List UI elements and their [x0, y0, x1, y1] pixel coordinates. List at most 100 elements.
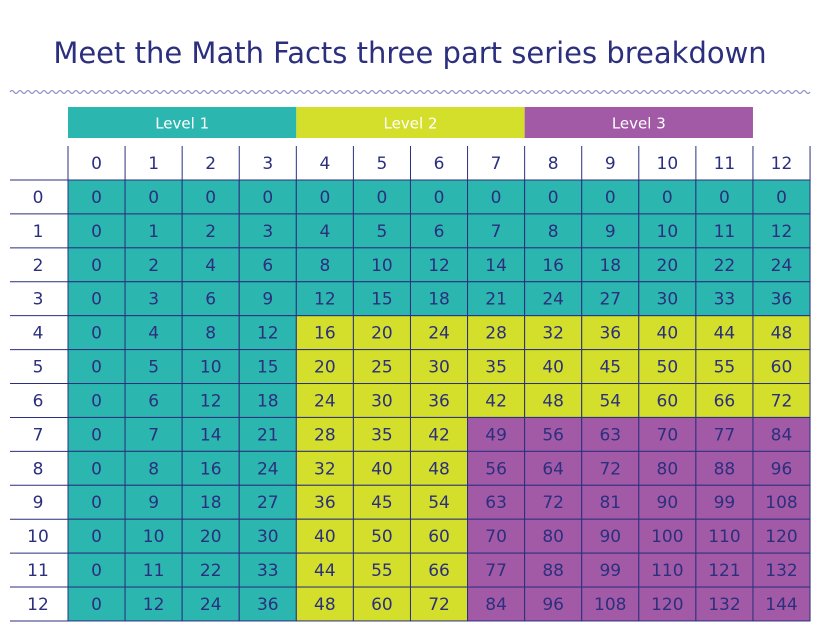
cell: [181, 349, 240, 385]
cell: [409, 349, 469, 385]
row-header: 4: [33, 324, 44, 344]
column-header: 4: [319, 154, 330, 174]
cell-value: 0: [548, 188, 559, 208]
cell-value: 5: [148, 358, 159, 378]
cell: [752, 383, 811, 418]
cell-value: 5: [377, 222, 388, 242]
cell-value: 42: [428, 425, 450, 445]
column-header: 12: [771, 154, 793, 174]
cell: [581, 518, 640, 554]
level-bar: [296, 107, 525, 138]
cell: [467, 484, 526, 520]
cell-value: 15: [371, 290, 393, 310]
cell-value: 99: [714, 493, 736, 513]
cell: [238, 586, 297, 622]
cell: [352, 484, 411, 520]
cell: [638, 518, 697, 554]
cell: [752, 450, 811, 486]
cell: [467, 179, 526, 215]
column-header: 2: [205, 154, 216, 174]
cell-value: 50: [371, 527, 393, 547]
cell-value: 0: [91, 595, 102, 615]
title: Meet the Math Facts three part series br…: [53, 36, 766, 70]
cell-value: 24: [257, 459, 279, 479]
cell: [581, 383, 640, 418]
cell-value: 55: [371, 561, 393, 581]
cell: [124, 247, 183, 283]
cell-value: 77: [714, 425, 736, 445]
cell: [695, 552, 754, 588]
cell: [181, 552, 240, 588]
cell-value: 0: [91, 358, 102, 378]
cell: [352, 586, 411, 622]
cell: [352, 315, 411, 351]
level-bar: [524, 107, 753, 138]
cell-value: 16: [542, 256, 564, 276]
row-header: 9: [33, 493, 44, 513]
cell-value: 144: [765, 595, 797, 615]
cell-value: 56: [542, 425, 564, 445]
cell-value: 20: [314, 358, 336, 378]
column-header: 7: [491, 154, 502, 174]
cell-value: 110: [651, 561, 683, 581]
cell: [181, 315, 240, 351]
cell-value: 36: [428, 391, 450, 411]
cell-value: 0: [491, 188, 502, 208]
level-label: Level 1: [155, 115, 209, 133]
cell-value: 6: [434, 222, 445, 242]
cell-value: 4: [205, 256, 216, 276]
cell: [581, 552, 640, 588]
cell-value: 22: [200, 561, 222, 581]
cell-value: 0: [91, 493, 102, 513]
cell: [581, 450, 640, 486]
cell-value: 0: [148, 188, 159, 208]
cell-value: 35: [485, 358, 507, 378]
cell-value: 32: [314, 459, 336, 479]
cell: [67, 450, 126, 486]
cell: [695, 213, 754, 249]
cell: [752, 552, 811, 588]
cell-value: 96: [542, 595, 564, 615]
cell-value: 0: [434, 188, 445, 208]
cell-value: 10: [657, 222, 679, 242]
row-header: 2: [33, 256, 44, 276]
cell-value: 2: [205, 222, 216, 242]
cell-value: 0: [719, 188, 730, 208]
cell-value: 0: [91, 188, 102, 208]
row-header: 8: [33, 459, 44, 479]
cell-value: 11: [143, 561, 165, 581]
cell-value: 42: [485, 391, 507, 411]
cell: [752, 349, 811, 385]
cell: [467, 315, 526, 351]
cell-value: 6: [262, 256, 273, 276]
cell: [295, 450, 354, 486]
row-header: 10: [27, 527, 49, 547]
cell: [638, 450, 697, 486]
cell-value: 12: [771, 222, 793, 242]
cell-value: 88: [714, 459, 736, 479]
cell: [638, 484, 697, 520]
cell: [67, 416, 126, 452]
cell-value: 8: [319, 256, 330, 276]
cell-value: 10: [200, 358, 222, 378]
cell: [695, 281, 754, 317]
cell-value: 0: [377, 188, 388, 208]
cell: [181, 416, 240, 452]
cell: [467, 416, 526, 452]
cell: [524, 484, 583, 520]
cell-value: 9: [605, 222, 616, 242]
cell: [581, 586, 640, 622]
cell-value: 18: [599, 256, 621, 276]
cell-value: 30: [428, 358, 450, 378]
cell-value: 27: [599, 290, 621, 310]
cell-value: 8: [548, 222, 559, 242]
cell: [467, 552, 526, 588]
cell-value: 70: [485, 527, 507, 547]
cell-value: 54: [599, 391, 621, 411]
cell: [695, 315, 754, 351]
cell-value: 44: [314, 561, 336, 581]
cell-value: 108: [765, 493, 797, 513]
cell-value: 132: [765, 561, 797, 581]
cell-value: 60: [428, 527, 450, 547]
cell-value: 25: [371, 358, 393, 378]
